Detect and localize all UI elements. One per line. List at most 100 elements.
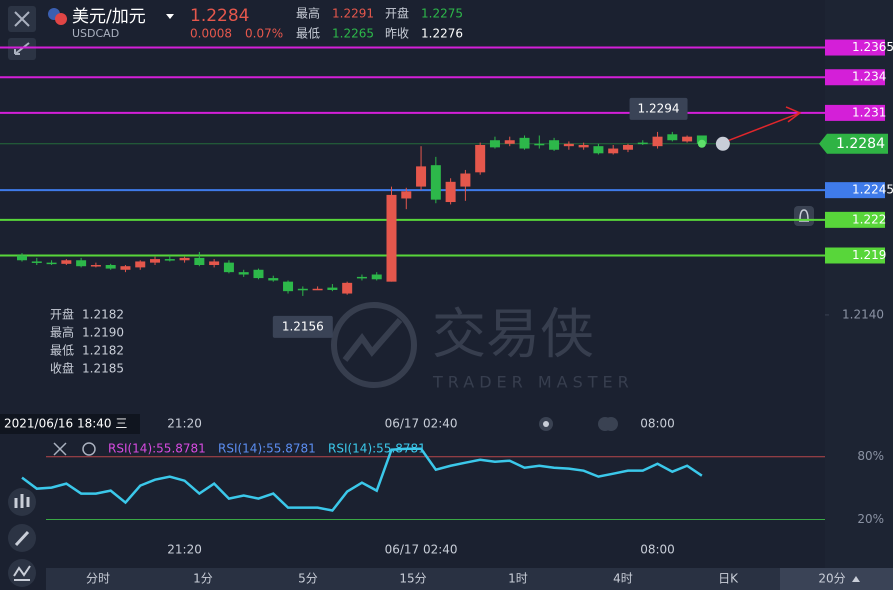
info-label: 开盘: [50, 307, 74, 322]
timeframe-dropdown[interactable]: [852, 576, 860, 582]
candle-body: [622, 144, 633, 150]
candle-body: [253, 269, 264, 279]
price-level-label: 1.2245: [852, 183, 893, 197]
candle-body: [283, 281, 294, 292]
candle-body: [667, 134, 678, 141]
candle-body: [637, 142, 648, 145]
rsi-line: [21, 447, 703, 512]
stat-value: 1.2265: [332, 27, 374, 41]
timeframe-tab[interactable]: 1分: [193, 572, 213, 586]
price-level-box: [825, 104, 885, 121]
trend-arrow-head: [785, 106, 802, 123]
rsi-close[interactable]: [53, 442, 67, 456]
stat-label: 开盘: [385, 6, 409, 21]
timeframe-tab[interactable]: 分时: [86, 572, 110, 586]
y-tick-label: 80%: [857, 449, 884, 463]
indicator-label: RSI(14):55.8781: [328, 442, 426, 456]
candle-body: [223, 262, 234, 273]
stat-label: 昨收: [385, 27, 409, 41]
price-level-label: 1.2365: [852, 40, 893, 54]
x-tick-label: 08:00: [640, 543, 675, 557]
tool-icon: [14, 494, 30, 508]
watermark-en: TRADER MASTER: [432, 373, 634, 392]
candle-body: [194, 257, 205, 266]
stat-label: 最低: [296, 27, 320, 41]
y-tick-label: 20%: [857, 512, 884, 526]
watermark-cn: 交易侠: [432, 303, 594, 366]
trend-arrow: [719, 112, 801, 145]
info-value: 1.2182: [82, 344, 124, 358]
current-price-box: [819, 133, 888, 154]
candle-body: [401, 191, 412, 199]
timeframe-tab[interactable]: 日K: [718, 572, 739, 586]
x-tick-label: 08:00: [640, 417, 675, 431]
watermark-logo-mark: [342, 318, 403, 362]
candle-body: [179, 257, 190, 261]
timeframe-tab[interactable]: 4时: [613, 572, 633, 586]
alert-button[interactable]: [794, 206, 814, 226]
candle-body: [31, 261, 42, 263]
timeframe-tab[interactable]: 1时: [508, 572, 528, 586]
candle-body: [504, 140, 515, 144]
price-level-box: [825, 39, 885, 56]
candle-body: [430, 165, 441, 200]
candle-body: [416, 166, 427, 187]
annotation-low: 1.2156: [282, 319, 324, 333]
price-level-label: 1.222: [852, 212, 886, 226]
ohlc-info: 开盘 1.2182 最高 1.2190 最低 1.2182 收盘 1.2185: [50, 307, 124, 376]
info-value: 1.2185: [82, 362, 124, 376]
timeframe-tab[interactable]: 20分: [818, 572, 845, 586]
candle-body: [563, 143, 574, 147]
watermark-logo: [331, 302, 417, 388]
candle-body: [371, 274, 382, 280]
flag-ca: [55, 13, 67, 25]
close-icon: [14, 11, 30, 27]
crosshair-time-box: [0, 414, 140, 434]
pair-dropdown[interactable]: [166, 14, 174, 19]
candle-body: [549, 140, 560, 150]
timeframe-selected: [780, 568, 893, 590]
watermark: 交易侠 TRADER MASTER: [331, 302, 634, 392]
info-value: 1.2182: [82, 308, 124, 322]
price-level-label: 1.234: [852, 70, 886, 84]
symbol: USDCAD: [72, 27, 119, 40]
current-price-label: 1.2284: [836, 136, 885, 152]
candle-body: [327, 287, 338, 290]
timeframe-tab[interactable]: 5分: [298, 572, 318, 586]
candle-body: [90, 265, 101, 267]
x-tick-label: 06/17 02:40: [385, 543, 458, 557]
price-level-label: 1.231: [852, 105, 886, 119]
candle-body: [608, 148, 619, 154]
annotation-box: [629, 97, 688, 120]
candle-body: [652, 136, 663, 147]
info-label: 收盘: [50, 361, 74, 376]
pair-name[interactable]: 美元/加元: [72, 7, 146, 27]
price-level-box: [825, 69, 885, 86]
candle-body: [120, 266, 131, 270]
candle-body: [593, 146, 604, 154]
crosshair-time: 2021/06/16 18:40 三: [4, 417, 127, 431]
x-tick-label: 21:20: [167, 543, 202, 557]
indicator-label: RSI(14):55.8781: [108, 442, 206, 456]
scroll-dot[interactable]: [604, 417, 618, 431]
timeframe-tab[interactable]: 15分: [399, 572, 426, 586]
candle-body: [356, 276, 367, 279]
candle-body: [519, 137, 530, 149]
x-tick-label: 06/17 02:40: [385, 417, 458, 431]
candle-body: [209, 261, 220, 266]
candle-body: [682, 136, 693, 142]
candle-body: [76, 260, 87, 267]
candle-body: [150, 259, 161, 263]
candle-body: [297, 288, 308, 291]
candle-body: [46, 262, 57, 265]
info-marker[interactable]: [715, 136, 730, 151]
candle-body: [475, 144, 486, 173]
candle-body: [489, 140, 500, 148]
price-level-box: [825, 211, 885, 228]
candle-body: [460, 173, 471, 187]
stat-value: 1.2275: [421, 7, 463, 21]
tool-icon: [13, 565, 31, 581]
rsi-settings[interactable]: [82, 442, 96, 456]
header: 美元/加元 USDCAD 1.2284 0.0008 0.07% 最高 1.22…: [8, 6, 463, 60]
annotation-box: [272, 315, 333, 338]
